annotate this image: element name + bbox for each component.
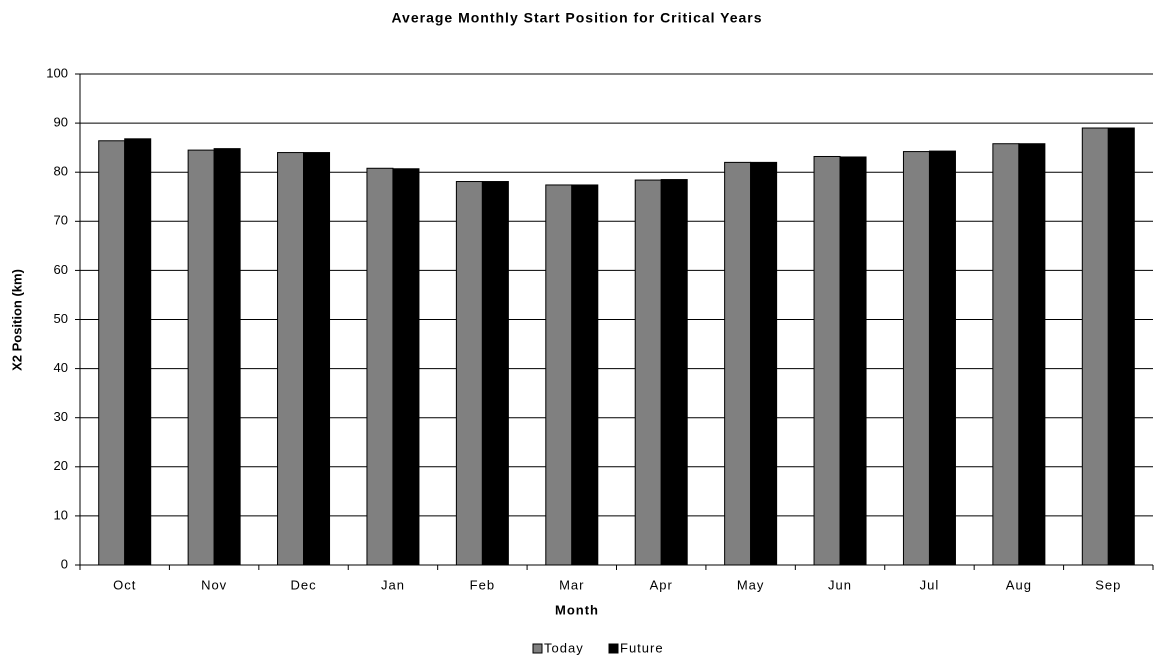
legend-swatch	[532, 643, 543, 654]
bar	[724, 161, 752, 566]
bar	[992, 143, 1020, 566]
bar	[1081, 127, 1109, 566]
x-tick-label: Sep	[1095, 577, 1121, 592]
y-tick-label: 0	[61, 556, 68, 571]
x-tick-label: Oct	[113, 577, 136, 592]
x-axis-label: Month	[555, 602, 599, 617]
bar	[392, 168, 420, 566]
y-tick-label: 70	[54, 213, 68, 228]
y-tick-label: 30	[54, 409, 68, 424]
bar	[277, 152, 305, 566]
x-tick-label: Dec	[290, 577, 316, 592]
bar	[98, 140, 126, 566]
bar	[545, 184, 573, 566]
x-tick-label: Nov	[201, 577, 227, 592]
legend-label: Future	[620, 640, 664, 655]
x-tick-label: Jun	[828, 577, 852, 592]
x-tick-label: Mar	[559, 577, 584, 592]
bar	[303, 152, 331, 566]
y-axis-label: X2 Position (km)	[9, 269, 24, 371]
bar	[1018, 143, 1046, 566]
bar	[928, 150, 956, 566]
legend-label: Today	[544, 640, 584, 655]
x-tick-label: Feb	[470, 577, 495, 592]
x-tick-label: Apr	[650, 577, 673, 592]
bar	[187, 149, 215, 566]
bar	[481, 181, 509, 566]
bar	[813, 155, 841, 566]
x-tick-label: Jul	[920, 577, 940, 592]
y-tick-label: 40	[54, 360, 68, 375]
x-tick-label: Aug	[1006, 577, 1032, 592]
bar	[124, 138, 152, 566]
bar	[366, 167, 394, 566]
bar	[750, 161, 778, 566]
y-tick-label: 90	[54, 115, 68, 130]
bar	[1107, 127, 1135, 566]
bar	[634, 179, 662, 566]
bar	[660, 179, 688, 566]
y-tick-label: 20	[54, 458, 68, 473]
bar	[455, 181, 483, 566]
y-tick-label: 50	[54, 311, 68, 326]
y-tick-label: 100	[46, 65, 68, 80]
bar	[213, 148, 241, 566]
y-tick-label: 10	[54, 507, 68, 522]
x-tick-label: May	[737, 577, 765, 592]
y-tick-label: 80	[54, 164, 68, 179]
legend-swatch	[608, 643, 619, 654]
y-tick-label: 60	[54, 262, 68, 277]
bar	[571, 184, 599, 566]
x-tick-label: Jan	[381, 577, 405, 592]
bar	[902, 151, 930, 566]
bar	[839, 156, 867, 566]
chart-title: Average Monthly Start Position for Criti…	[391, 10, 762, 26]
